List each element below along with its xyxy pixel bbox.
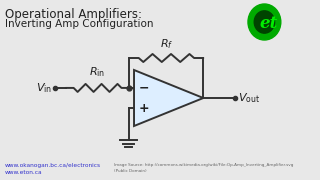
Text: $V_{\mathrm{in}}$: $V_{\mathrm{in}}$ [36, 81, 52, 95]
Text: $V_{\mathrm{out}}$: $V_{\mathrm{out}}$ [238, 91, 260, 105]
Text: Operational Amplifiers:: Operational Amplifiers: [5, 8, 142, 21]
Text: +: + [139, 102, 149, 115]
Text: et: et [260, 15, 278, 32]
Text: www.eton.ca: www.eton.ca [4, 170, 42, 175]
Text: (Public Domain): (Public Domain) [114, 169, 147, 173]
Text: −: − [139, 81, 149, 94]
Text: Image Source: http://commons.wikimedia.org/wiki/File:Op-Amp_Inverting_Amplifier.: Image Source: http://commons.wikimedia.o… [114, 163, 293, 167]
Text: www.okanogan.bc.ca/electronics: www.okanogan.bc.ca/electronics [4, 163, 101, 168]
Circle shape [248, 4, 281, 40]
Polygon shape [134, 70, 203, 126]
Text: $R_{\mathrm{in}}$: $R_{\mathrm{in}}$ [89, 65, 106, 79]
Text: $R_f$: $R_f$ [160, 37, 173, 51]
Text: Inverting Amp Configuration: Inverting Amp Configuration [5, 19, 154, 29]
Circle shape [254, 11, 275, 33]
